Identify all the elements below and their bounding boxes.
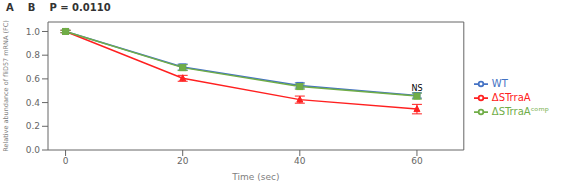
svg-text:Time (sec): Time (sec): [231, 172, 279, 182]
html-text:ΔSTrraAᶜᵒᵐᵖ: ΔSTrraAᶜᵒᵐᵖ: [491, 106, 549, 117]
html-text:ΔSTrraA: ΔSTrraA: [491, 92, 531, 103]
html-text:A: A: [6, 1, 14, 13]
svg-text:0.2: 0.2: [26, 121, 40, 131]
svg-text:1.0: 1.0: [26, 27, 41, 37]
svg-text:0.6: 0.6: [26, 74, 41, 84]
svg-text:40: 40: [294, 156, 306, 166]
html-text:P = 0.0110: P = 0.0110: [49, 1, 111, 13]
svg-text:0.0: 0.0: [26, 145, 41, 155]
svg-text:0: 0: [63, 156, 69, 166]
html-text:WT: WT: [491, 78, 508, 89]
svg-text:0.4: 0.4: [26, 98, 41, 108]
html-text:B: B: [27, 1, 36, 13]
svg-text:20: 20: [177, 156, 189, 166]
svg-text:NS: NS: [411, 84, 422, 93]
svg-text:0.8: 0.8: [26, 50, 41, 60]
svg-text:60: 60: [411, 156, 423, 166]
svg-text:Relative abundance of fliD57 m: Relative abundance of fliD57 mRNA (FC): [8, 20, 10, 152]
